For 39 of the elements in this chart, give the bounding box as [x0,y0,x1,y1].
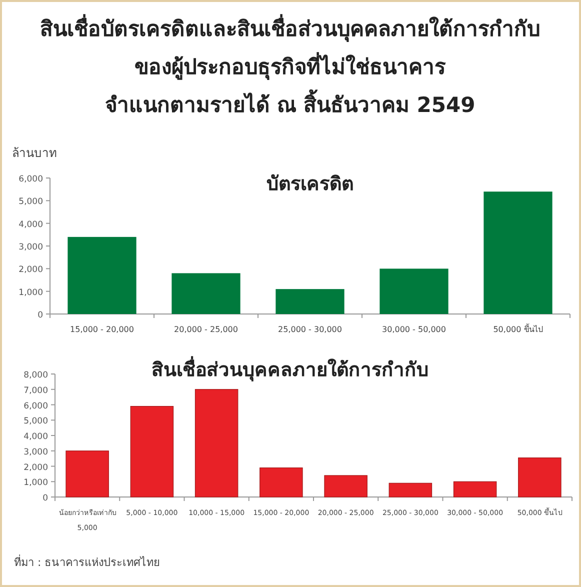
y-tick-label: 2,000 [24,462,48,473]
bar [453,481,497,498]
y-tick-label: 3,000 [18,242,43,252]
bar [66,450,109,498]
chart-subtitle: บัตรเครดิต [266,173,354,195]
chart-title: สินเชื่อส่วนบุคคลภายใต้การกำกับ [152,356,428,382]
x-tick-label: 30,000 - 50,000 [382,325,446,334]
y-tick-label: 5,000 [18,197,43,208]
y-tick-label: 4,000 [24,432,48,442]
y-tick-label: 6,000 [18,174,43,184]
y-tick-label: 0 [42,494,48,504]
y-tick-label: 3,000 [24,447,48,458]
x-tick-label: 50,000 ขึ้นไป [493,323,543,334]
y-tick-label: 1,000 [18,288,43,298]
bar [388,482,432,498]
y-tick-label: 5,000 [24,416,48,427]
bar [68,236,136,314]
bar [172,273,240,314]
y-tick-label: 4,000 [18,220,43,230]
y-tick-label: 1,000 [24,478,48,488]
bar [194,389,238,498]
y-tick-label: 0 [38,310,43,320]
chart-title: สินเชื่อบัตรเครดิตและสินเชื่อส่วนบุคคลภายใต้การกำกับ ของผู้ประกอบธุรกิจที่ไม่ใช่ธนาคาร จำแนกตามรายได้ ณ สิ้นธันวาคม 2549 [40,13,540,117]
bar [518,457,562,498]
y-axis-title: ล้านบาท [12,146,57,160]
x-tick-label: 15,000 - 20,000 [70,325,134,334]
y-tick-label: 2,000 [18,265,43,276]
bar [380,268,448,314]
y-tick-label: 8,000 [24,370,48,380]
bar [484,192,552,314]
x-tick-label: 25,000 - 30,000 [278,325,342,334]
bar [130,406,174,498]
bar [276,289,344,314]
y-tick-label: 6,000 [24,401,48,412]
bar [324,475,368,498]
text: ที่มา : ธนาคารแห่งประเทศไทย [14,554,160,569]
bar [260,467,303,498]
x-tick-label: 20,000 - 25,000 [174,325,238,334]
y-tick-label: 7,000 [24,386,48,396]
